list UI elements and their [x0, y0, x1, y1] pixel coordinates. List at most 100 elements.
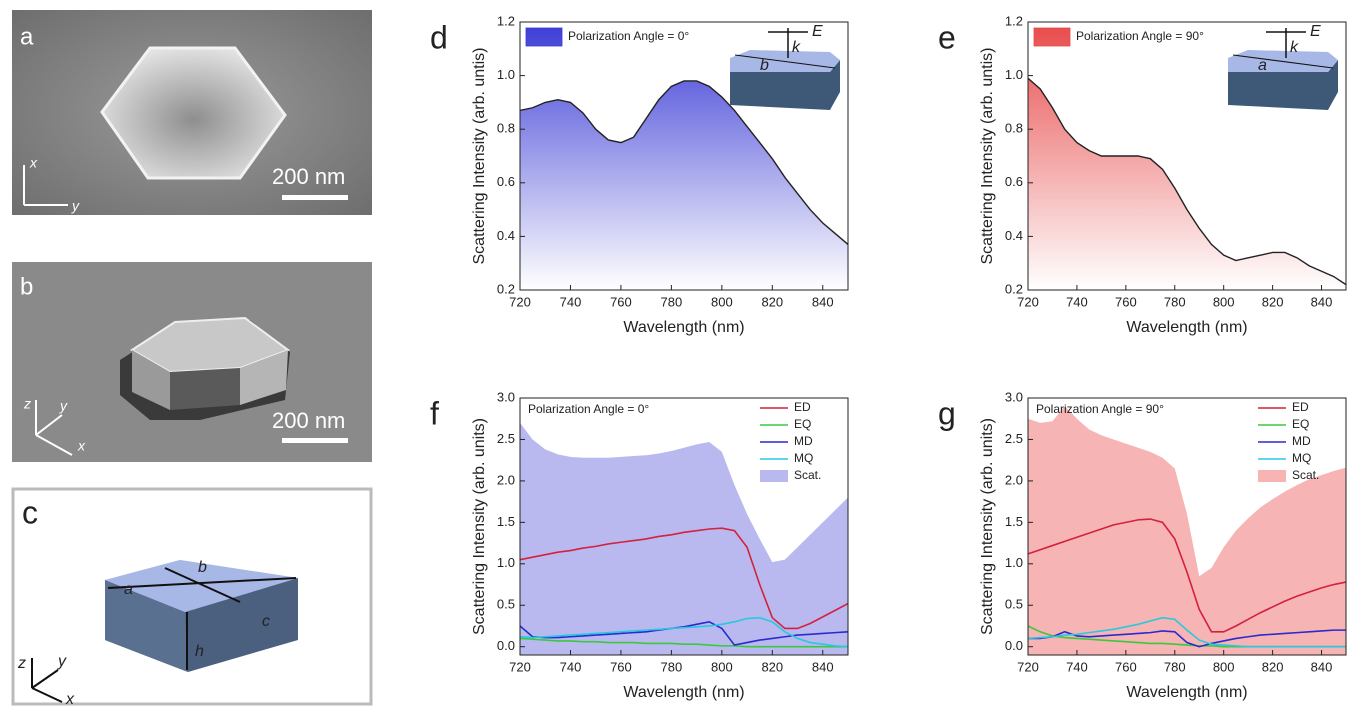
- y-tick-label: 1.0: [1005, 555, 1023, 570]
- y-axis-label: Scattering Intensity (arb. units): [471, 418, 488, 635]
- y-tick-label: 3.0: [497, 389, 515, 404]
- x-tick-label: 720: [509, 659, 531, 674]
- annotation: Polarization Angle = 0°: [528, 402, 649, 416]
- x-tick-label: 840: [812, 659, 834, 674]
- x-tick-label: 720: [509, 294, 531, 309]
- chart: Polarization Angle = 90°EDEQMDMQScat.720…: [938, 389, 1346, 701]
- legend-swatch: [1258, 470, 1286, 482]
- y-tick-label: 0.8: [497, 121, 515, 136]
- legend-label: ED: [794, 400, 811, 414]
- panel-letter: f: [430, 395, 439, 431]
- y-tick-label: 1.2: [1005, 13, 1023, 28]
- edge-label: c: [262, 613, 270, 630]
- y-axis-label: Scattering Intensity (arb. untis): [979, 48, 996, 265]
- y-tick-label: 2.0: [1005, 472, 1023, 487]
- chart: Polarization Angle = 0°Ekb72074076078080…: [430, 13, 848, 336]
- axis-letter: y: [59, 398, 68, 414]
- y-tick-label: 1.0: [1005, 67, 1023, 82]
- inset-label: a: [1258, 57, 1267, 74]
- legend-label: MD: [1292, 434, 1311, 448]
- x-axis-label: Wavelength (nm): [623, 319, 744, 336]
- y-tick-label: 1.5: [497, 514, 515, 529]
- x-tick-label: 760: [1115, 294, 1137, 309]
- x-tick-label: 820: [1262, 294, 1284, 309]
- scale-label: 200 nm: [272, 408, 345, 433]
- edge-label: h: [195, 643, 204, 660]
- schematic-c: c a b c h z y x: [13, 489, 371, 707]
- y-axis-label: Scattering Intensity (arb. units): [979, 418, 996, 635]
- y-tick-label: 0.0: [497, 638, 515, 653]
- y-tick-label: 2.0: [497, 472, 515, 487]
- x-axis-label: Wavelength (nm): [623, 684, 744, 701]
- panel-letter: e: [938, 19, 956, 55]
- y-tick-label: 2.5: [1005, 431, 1023, 446]
- legend-label: MQ: [794, 451, 813, 465]
- axis-letter: x: [29, 155, 38, 171]
- sem-image-b: b 200 nm z y x: [12, 262, 372, 462]
- figure: a 200 nm x y b 200 nm z y x c a b: [0, 0, 1351, 707]
- y-tick-label: 3.0: [1005, 389, 1023, 404]
- edge-label: a: [124, 581, 133, 598]
- x-tick-label: 840: [1311, 294, 1333, 309]
- legend-label: MQ: [1292, 451, 1311, 465]
- inset-label: k: [1290, 39, 1299, 56]
- y-tick-label: 1.2: [497, 13, 515, 28]
- x-tick-label: 800: [1213, 659, 1235, 674]
- x-tick-label: 760: [610, 294, 632, 309]
- panel-letter: g: [938, 395, 956, 431]
- axis-letter: y: [71, 198, 80, 214]
- legend-label: Scat.: [1292, 468, 1319, 482]
- annotation: Polarization Angle = 90°: [1036, 402, 1164, 416]
- y-tick-label: 1.0: [497, 555, 515, 570]
- inset-label: E: [1310, 23, 1321, 40]
- panel-letter: d: [430, 19, 448, 55]
- legend-label: Scat.: [794, 468, 821, 482]
- legend-label: Polarization Angle = 90°: [1076, 29, 1204, 43]
- edge-label: b: [198, 559, 207, 576]
- y-tick-label: 0.0: [1005, 638, 1023, 653]
- x-tick-label: 720: [1017, 659, 1039, 674]
- x-tick-label: 840: [1311, 659, 1333, 674]
- x-tick-label: 820: [1262, 659, 1284, 674]
- x-tick-label: 740: [560, 294, 582, 309]
- y-tick-label: 0.6: [1005, 174, 1023, 189]
- y-tick-label: 0.6: [497, 174, 515, 189]
- x-tick-label: 780: [1164, 294, 1186, 309]
- legend-label: ED: [1292, 400, 1309, 414]
- sem-image-a: a 200 nm x y: [12, 10, 372, 215]
- x-axis-label: Wavelength (nm): [1126, 319, 1247, 336]
- x-tick-label: 780: [1164, 659, 1186, 674]
- x-tick-label: 740: [1066, 294, 1088, 309]
- x-tick-label: 820: [761, 659, 783, 674]
- x-axis-label: Wavelength (nm): [1126, 684, 1247, 701]
- legend-swatch: [760, 470, 788, 482]
- x-tick-label: 840: [812, 294, 834, 309]
- x-tick-label: 760: [1115, 659, 1137, 674]
- y-tick-label: 0.2: [1005, 281, 1023, 296]
- x-tick-label: 800: [1213, 294, 1235, 309]
- y-tick-label: 0.5: [497, 597, 515, 612]
- x-tick-label: 780: [661, 659, 683, 674]
- y-tick-label: 0.8: [1005, 121, 1023, 136]
- y-tick-label: 1.5: [1005, 514, 1023, 529]
- axis-letter: x: [65, 691, 75, 707]
- x-tick-label: 740: [1066, 659, 1088, 674]
- axis-letter: x: [77, 438, 86, 454]
- y-tick-label: 0.2: [497, 281, 515, 296]
- panel-letter: c: [22, 494, 38, 530]
- y-tick-label: 2.5: [497, 431, 515, 446]
- inset-label: k: [792, 39, 801, 56]
- x-tick-label: 740: [560, 659, 582, 674]
- scale-label: 200 nm: [272, 164, 345, 189]
- y-tick-label: 1.0: [497, 67, 515, 82]
- inset-label: b: [760, 57, 769, 74]
- axis-letter: z: [17, 655, 26, 672]
- x-tick-label: 720: [1017, 294, 1039, 309]
- legend-label: EQ: [794, 417, 811, 431]
- x-tick-label: 780: [661, 294, 683, 309]
- area: [520, 81, 848, 290]
- y-tick-label: 0.5: [1005, 597, 1023, 612]
- y-tick-label: 0.4: [1005, 228, 1023, 243]
- panel-letter: a: [20, 23, 34, 50]
- x-tick-label: 800: [711, 659, 733, 674]
